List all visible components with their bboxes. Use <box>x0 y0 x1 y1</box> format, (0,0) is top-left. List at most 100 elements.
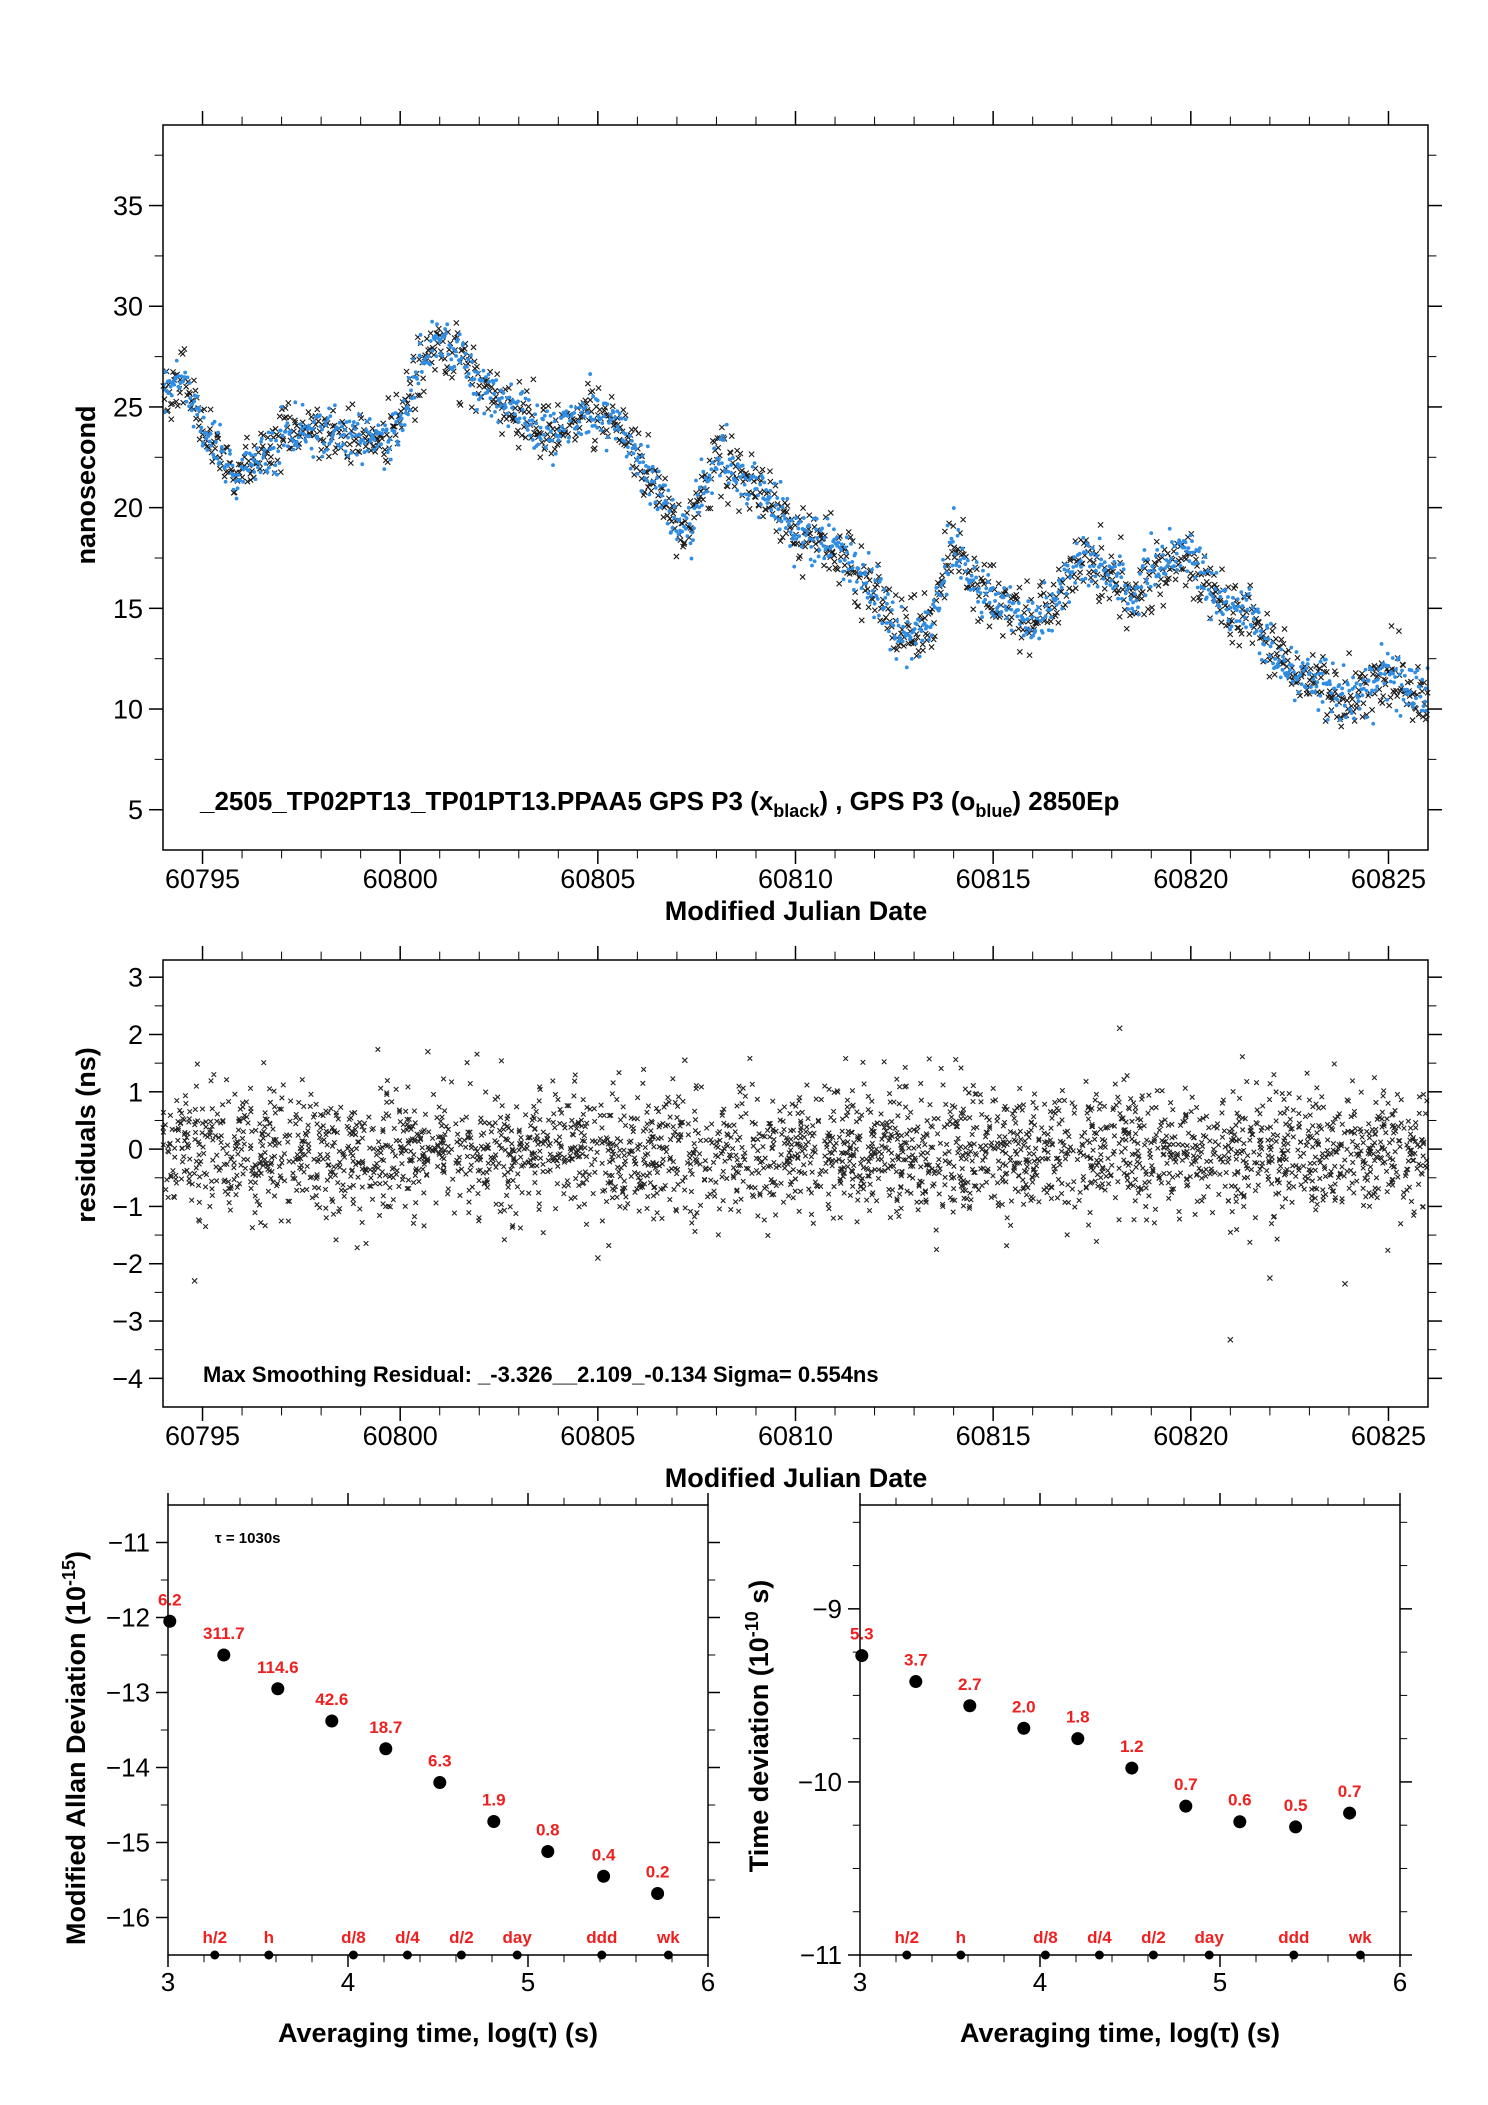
blue-o-point <box>185 375 190 380</box>
blue-o-point <box>442 335 447 339</box>
residual-point <box>953 1056 959 1063</box>
blue-o-point <box>541 417 545 422</box>
residual-point <box>1112 1081 1118 1087</box>
blue-o-point <box>565 413 570 418</box>
residual-point <box>878 1143 885 1149</box>
blue-o-point <box>825 545 829 550</box>
blue-o-point <box>641 469 646 474</box>
residual-point <box>413 1199 419 1206</box>
black-x-point <box>1021 609 1028 616</box>
residual-point <box>196 1161 202 1167</box>
residual-point <box>336 1148 342 1155</box>
black-x-point <box>457 401 464 408</box>
blue-o-point <box>1242 615 1247 620</box>
blue-o-point <box>172 382 177 387</box>
blue-o-point <box>1077 551 1082 556</box>
residual-point <box>1247 1239 1253 1245</box>
residual-point <box>239 1135 246 1142</box>
residual-point <box>1009 1111 1016 1117</box>
blue-o-point <box>1141 557 1146 562</box>
blue-o-point <box>498 403 503 408</box>
residual-point <box>704 1125 710 1131</box>
residual-point <box>1071 1178 1077 1185</box>
residual-point <box>651 1144 657 1150</box>
black-x-point <box>330 407 337 414</box>
blue-o-point <box>1421 708 1425 713</box>
blue-o-point <box>507 395 512 400</box>
residual-point <box>1271 1071 1277 1078</box>
blue-o-point <box>489 414 494 418</box>
timeseries-panel: 60795 60800 60805 60810 60815 60820 6082551015… <box>71 111 1442 926</box>
blue-o-point <box>1236 604 1241 609</box>
residual-point <box>682 1174 688 1180</box>
blue-o-point <box>773 515 778 520</box>
residual-point <box>958 1115 964 1122</box>
black-x-point <box>1409 717 1416 724</box>
blue-o-point <box>726 481 731 485</box>
residual-point <box>1383 1130 1389 1136</box>
blue-o-point <box>1289 663 1294 668</box>
blue-o-point <box>1006 593 1010 598</box>
blue-o-point <box>957 564 962 569</box>
blue-o-point <box>797 534 802 539</box>
residual-point <box>1407 1125 1414 1131</box>
residual-point <box>889 1157 896 1163</box>
residual-point <box>974 1124 980 1131</box>
residual-point <box>936 1156 942 1163</box>
blue-o-point <box>1262 642 1267 647</box>
x-tick-label: 60805 <box>560 864 635 894</box>
blue-o-point <box>1217 590 1222 595</box>
black-x-point <box>826 565 833 572</box>
residual-point <box>771 1179 778 1185</box>
blue-o-point <box>1363 667 1368 672</box>
residual-point <box>387 1144 394 1150</box>
blue-o-point <box>343 449 348 454</box>
blue-o-point <box>801 540 805 545</box>
blue-o-point <box>401 398 406 403</box>
residual-point <box>765 1232 771 1239</box>
residual-point <box>540 1141 546 1147</box>
residual-point <box>1129 1151 1135 1158</box>
residual-point <box>1233 1122 1239 1128</box>
black-x-point <box>673 553 680 560</box>
residual-point <box>344 1145 351 1152</box>
blue-o-point <box>232 473 237 477</box>
blue-o-point <box>931 598 936 603</box>
blue-o-point <box>655 507 660 512</box>
residual-point <box>1309 1123 1316 1129</box>
residual-point <box>214 1111 221 1117</box>
black-x-point <box>999 632 1006 639</box>
residual-point <box>810 1220 817 1226</box>
black-x-point <box>1180 566 1187 573</box>
blue-o-point <box>809 544 814 549</box>
blue-o-point <box>696 510 701 515</box>
residual-point <box>716 1206 723 1212</box>
black-x-point <box>1098 544 1105 551</box>
residual-point <box>1074 1156 1081 1163</box>
residual-point <box>174 1097 180 1104</box>
blue-o-point <box>1095 584 1100 589</box>
blue-o-point <box>1191 550 1196 555</box>
residual-point <box>894 1076 900 1082</box>
blue-o-point <box>703 476 708 481</box>
residual-point <box>350 1196 356 1202</box>
blue-o-point <box>192 399 197 404</box>
black-x-point <box>834 566 841 573</box>
black-x-point <box>974 581 981 588</box>
residual-point <box>582 1169 589 1175</box>
blue-o-point <box>1178 563 1183 568</box>
residual-point <box>355 1139 361 1145</box>
residual-point <box>212 1132 219 1139</box>
residual-point <box>366 1114 372 1120</box>
blue-o-point <box>1163 566 1167 571</box>
blue-o-point <box>1337 683 1342 687</box>
blue-o-point <box>1172 564 1176 568</box>
residual-point <box>186 1176 192 1182</box>
residual-point <box>1115 1094 1121 1100</box>
residual-point <box>979 1146 985 1153</box>
black-x-point <box>858 617 865 624</box>
blue-o-point <box>1078 559 1083 563</box>
blue-o-point <box>984 591 988 596</box>
residual-point <box>807 1160 813 1166</box>
residual-point <box>1065 1199 1072 1206</box>
